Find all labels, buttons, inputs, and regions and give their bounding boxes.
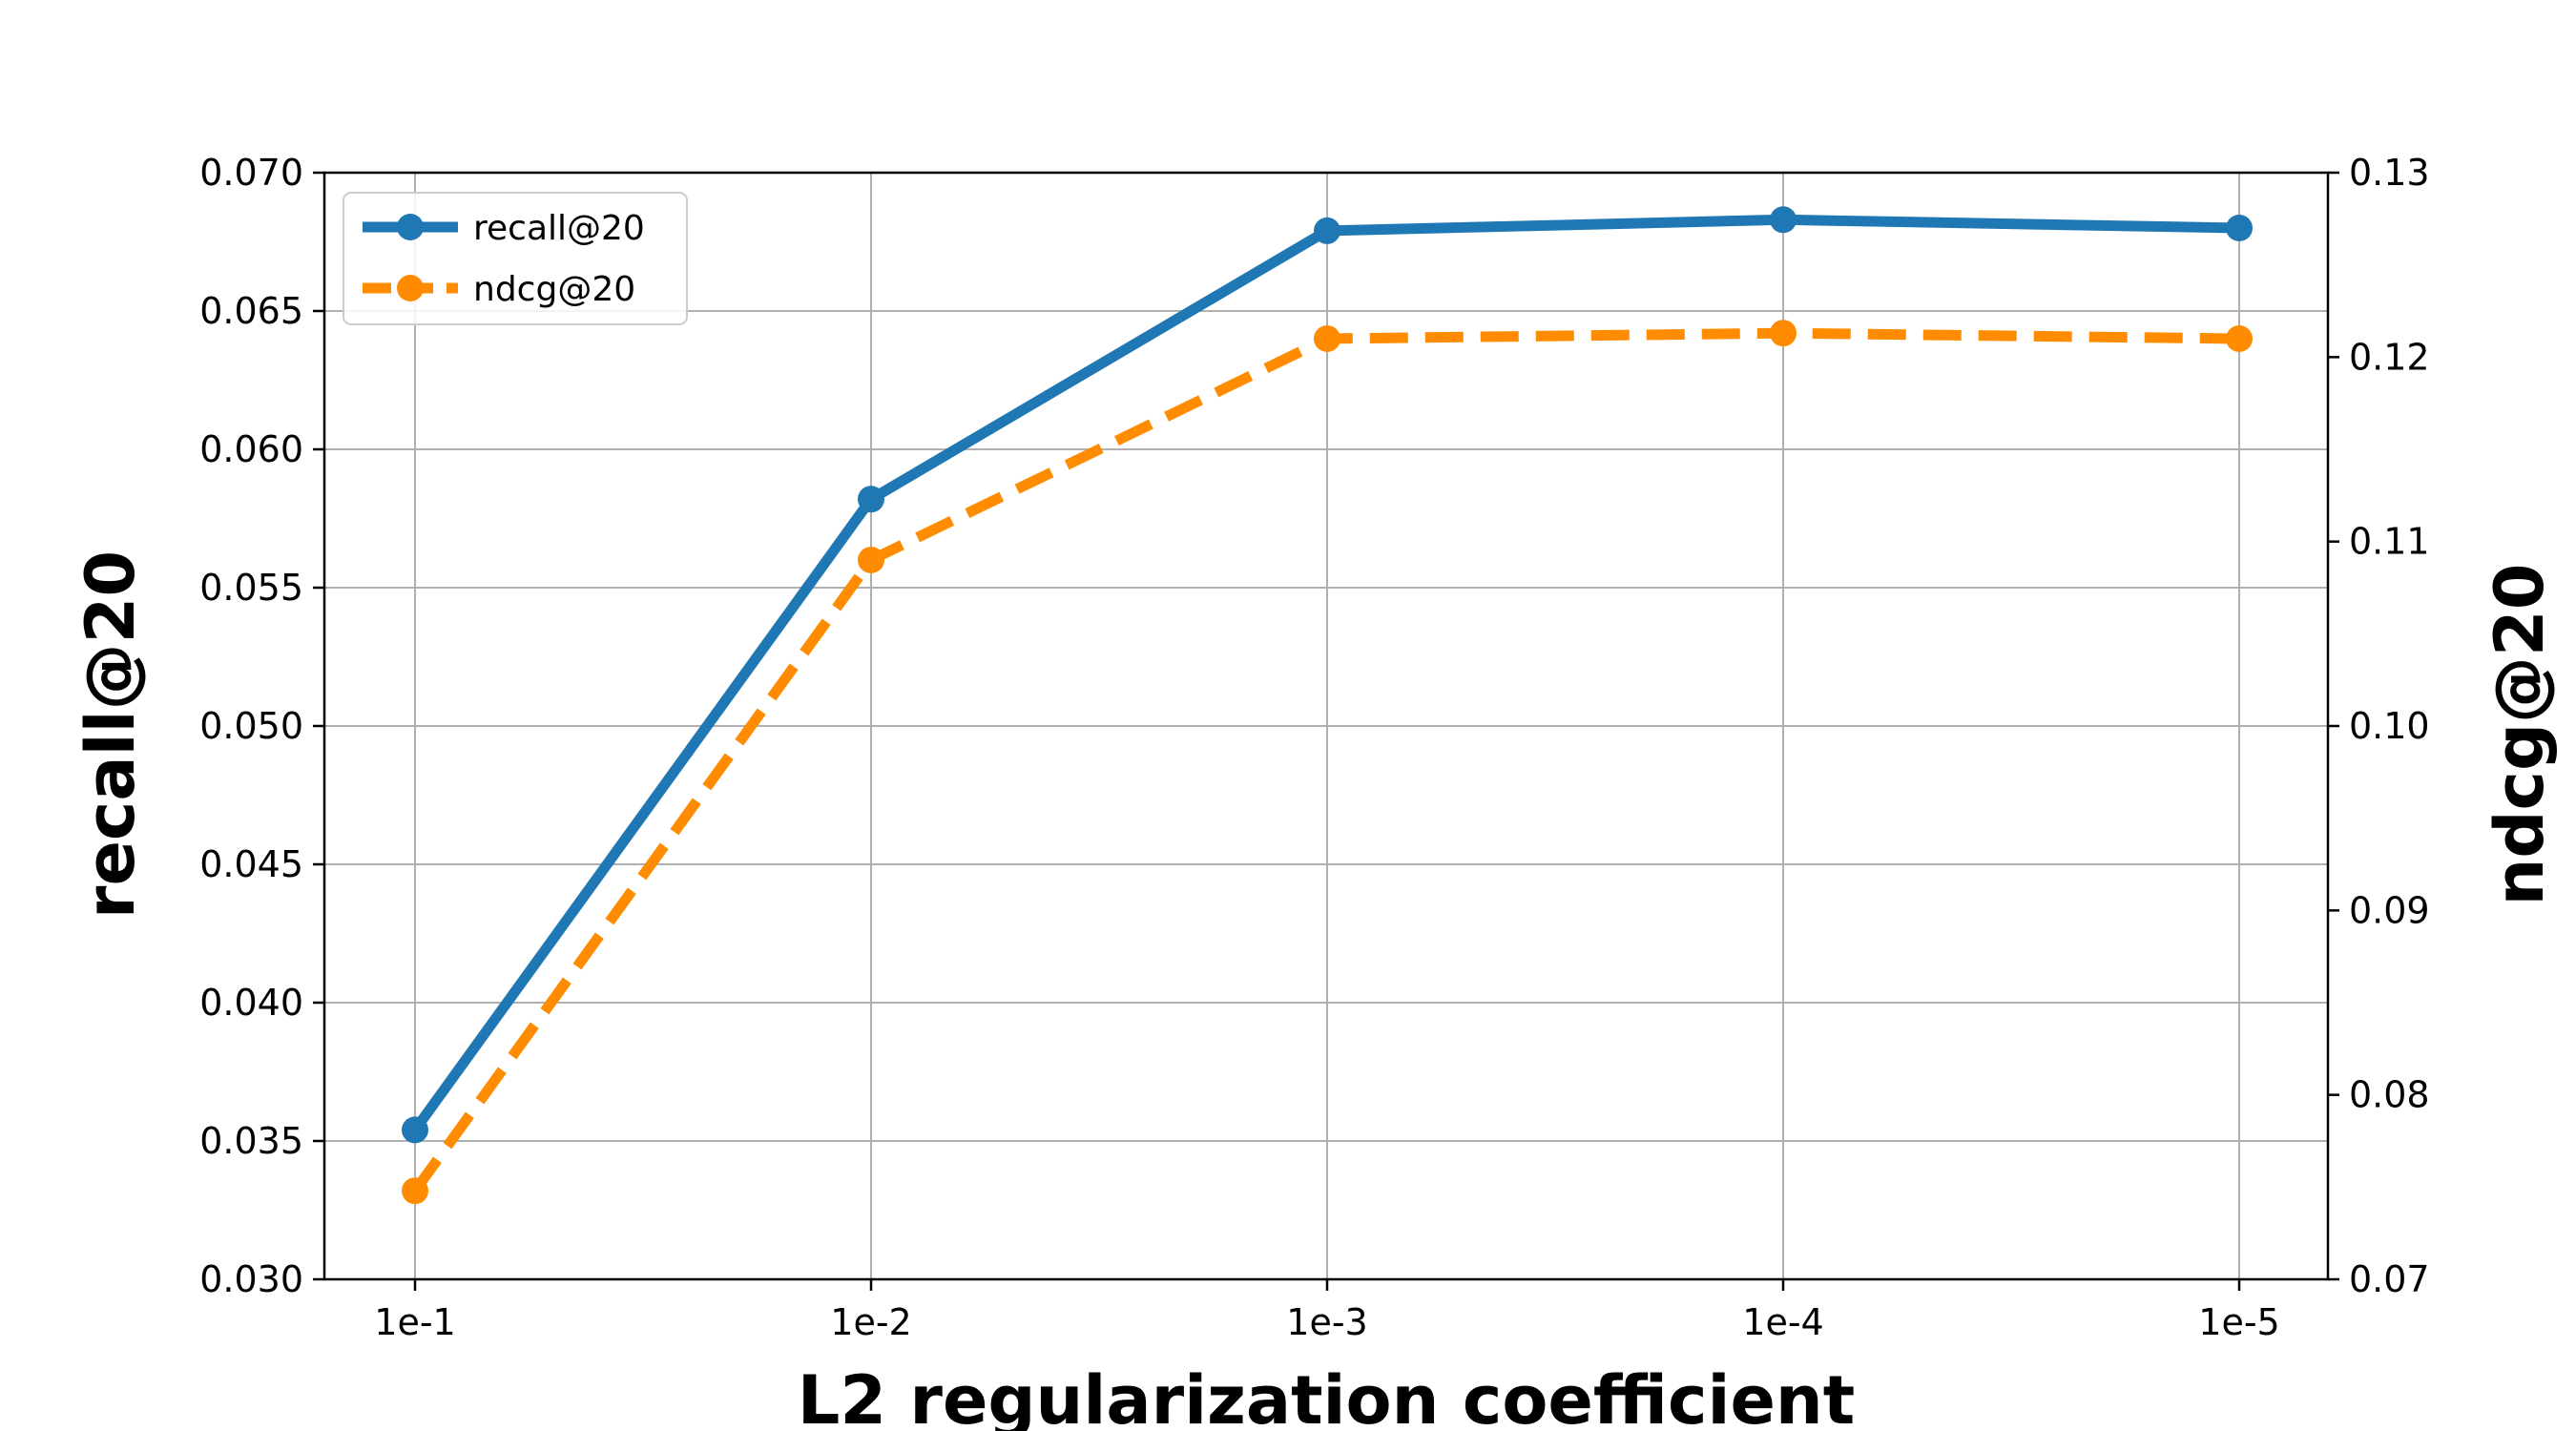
data-point: [402, 1116, 428, 1144]
series-recall@20: [402, 206, 2253, 1144]
y-left-tick-label: 0.060: [199, 428, 303, 470]
data-point: [858, 486, 884, 513]
y-axis-right-title: ndcg@20: [2481, 564, 2559, 906]
y-left-tick-label: 0.045: [199, 843, 303, 885]
series-layer: [402, 206, 2253, 1205]
x-axis-title: L2 regularization coefficient: [798, 1361, 1855, 1431]
series-ndcg@20: [402, 320, 2253, 1205]
data-point: [1770, 206, 1797, 234]
data-point: [1314, 325, 1340, 352]
y-axis-left-title: recall@20: [72, 550, 150, 919]
x-tick-label: 1e-4: [1742, 1301, 1823, 1343]
y-right-tick-label: 0.11: [2349, 521, 2430, 563]
legend-entry: ndcg@20: [363, 270, 635, 309]
data-point: [2226, 325, 2253, 352]
y-left-tick-label: 0.050: [199, 705, 303, 747]
x-tick-label: 1e-5: [2198, 1301, 2279, 1343]
y-left-tick-label: 0.035: [199, 1120, 303, 1162]
y-right-tick-label: 0.12: [2349, 336, 2430, 378]
y-left-tick-label: 0.070: [199, 152, 303, 194]
y-right-tick-label: 0.09: [2349, 889, 2430, 931]
data-point: [1314, 217, 1340, 244]
axis-ticks: 1e-1 1e-2 1e-3 1e-4 1e-5 0.030 0.035 0.040 0.045…: [199, 152, 2429, 1343]
legend-entry: recall@20: [363, 209, 645, 248]
y-left-tick-label: 0.065: [199, 290, 303, 332]
x-tick-label: 1e-3: [1286, 1301, 1367, 1343]
legend-label: recall@20: [473, 209, 645, 248]
x-tick-label: 1e-2: [830, 1301, 911, 1343]
y-right-tick-label: 0.13: [2349, 152, 2430, 194]
y-left-tick-label: 0.030: [199, 1258, 303, 1300]
y-right-tick-label: 0.07: [2349, 1258, 2430, 1300]
legend: recall@20 ndcg@20: [343, 192, 688, 325]
data-point: [858, 547, 884, 573]
legend-marker: [397, 214, 424, 240]
y-left-tick-label: 0.055: [199, 567, 303, 609]
x-tick-label: 1e-1: [374, 1301, 455, 1343]
data-point: [402, 1177, 428, 1205]
y-right-tick-label: 0.08: [2349, 1074, 2430, 1116]
y-right-tick-label: 0.10: [2349, 705, 2430, 747]
data-point: [1770, 320, 1797, 347]
y-left-tick-label: 0.040: [199, 982, 303, 1024]
legend-label: ndcg@20: [473, 270, 635, 309]
legend-marker: [397, 275, 424, 301]
data-point: [2226, 215, 2253, 241]
